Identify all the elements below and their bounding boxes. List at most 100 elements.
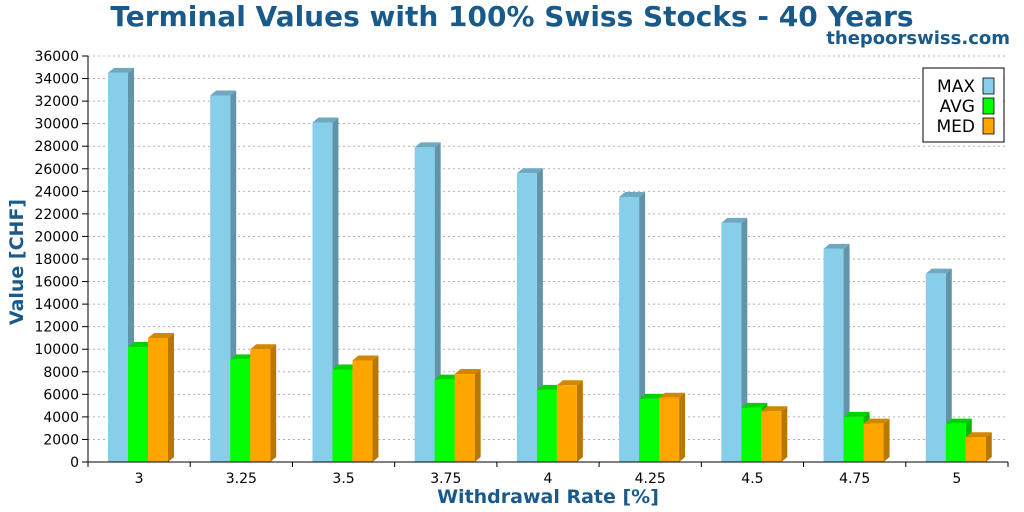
x-tick-label: 5 [952,471,961,487]
bar-front [761,411,782,462]
bar-top [721,217,748,223]
y-tick-label: 4000 [43,410,79,426]
bar-top [863,418,890,424]
y-tick-label: 24000 [34,184,79,200]
y-tick-label: 20000 [34,229,79,245]
bar-side [639,191,646,462]
bar-top [823,243,850,249]
legend-label: AVG [940,97,975,117]
bar-med [965,432,992,462]
bar-front [516,173,537,463]
bar-side [168,332,174,462]
axes: 0 2000 4000 6000 8000 10000 12000 14000 16000 180… [34,49,1009,487]
bar-side [945,268,952,462]
bar-front [312,122,333,463]
bar-top [516,168,543,174]
y-tick-label: 6000 [43,387,79,403]
y-tick-label: 8000 [43,365,79,381]
bar-top [434,374,461,380]
bar-side [270,344,277,462]
x-tick-label: 4.75 [839,471,870,487]
bar-top [639,393,666,399]
y-tick-label: 2000 [43,432,79,448]
y-tick-label: 34000 [34,72,79,88]
bar-front [925,273,946,462]
bar-front [639,398,660,462]
bar-med [761,406,788,462]
legend-swatch [982,77,995,95]
x-tick-label: 3.25 [226,471,257,487]
bar-front [352,360,373,462]
x-tick-label: 3.5 [332,471,354,487]
bar-max [925,268,952,462]
chart-title: Terminal Values with 100% Swiss Stocks -… [110,0,914,33]
bar-side [576,380,583,462]
bar-front [843,416,864,462]
bar-med [863,418,890,462]
bar-front [434,379,455,462]
bar-med [148,332,174,462]
bar-front [536,389,557,462]
y-axis-title: Value [CHF] [6,199,28,325]
x-tick-label: 4 [544,471,553,487]
legend-label: MAX [937,77,975,97]
bar-top [108,67,134,73]
bar-front [210,95,231,462]
bar-med [659,392,686,462]
bar-top [128,341,154,347]
y-tick-label: 12000 [34,320,79,336]
bar-side [883,418,890,462]
bars [108,67,992,463]
bar-med [454,369,481,462]
bar-max [823,243,850,462]
y-tick-label: 14000 [34,297,79,313]
bar-side [781,406,788,462]
bar-front [659,397,680,462]
bar-front [454,374,475,462]
y-tick-label: 0 [70,455,79,471]
x-tick-label: 4.25 [635,471,666,487]
bar-front [332,369,353,462]
x-tick-label: 3 [135,471,144,487]
x-axis-title: Withdrawal Rate [%] [437,486,659,508]
bar-top [312,117,339,123]
bar-top [965,432,992,438]
bar-top [556,380,583,386]
y-tick-label: 30000 [34,117,79,133]
y-tick-label: 28000 [34,139,79,155]
bar-top [352,355,379,361]
bar-front [230,359,251,462]
y-tick-label: 18000 [34,252,79,268]
bar-front [823,248,844,462]
bar-side [843,243,850,462]
bar-top [250,344,277,350]
bar-front [741,407,762,462]
bar-front [556,385,577,462]
y-tick-label: 22000 [34,207,79,223]
x-tick-label: 3.75 [430,471,461,487]
y-tick-label: 16000 [34,275,79,291]
bar-max [721,217,748,462]
bar-top [454,369,481,375]
bar-side [474,369,481,462]
bar-front [863,423,884,462]
legend-swatch [982,117,995,135]
bar-front [945,423,966,462]
bar-max [619,191,646,462]
bar-top [536,384,563,390]
bar-top [761,406,788,412]
bar-front [965,437,986,462]
bar-top [741,402,768,408]
bar-med [556,380,583,462]
bar-side [985,432,992,462]
bar-side [741,217,748,462]
bar-front [250,349,271,462]
bar-top [659,392,686,398]
bar-front [148,337,168,462]
bar-top [210,90,237,96]
bar-top [332,364,359,370]
bar-top [230,354,257,360]
y-tick-label: 36000 [34,49,79,65]
